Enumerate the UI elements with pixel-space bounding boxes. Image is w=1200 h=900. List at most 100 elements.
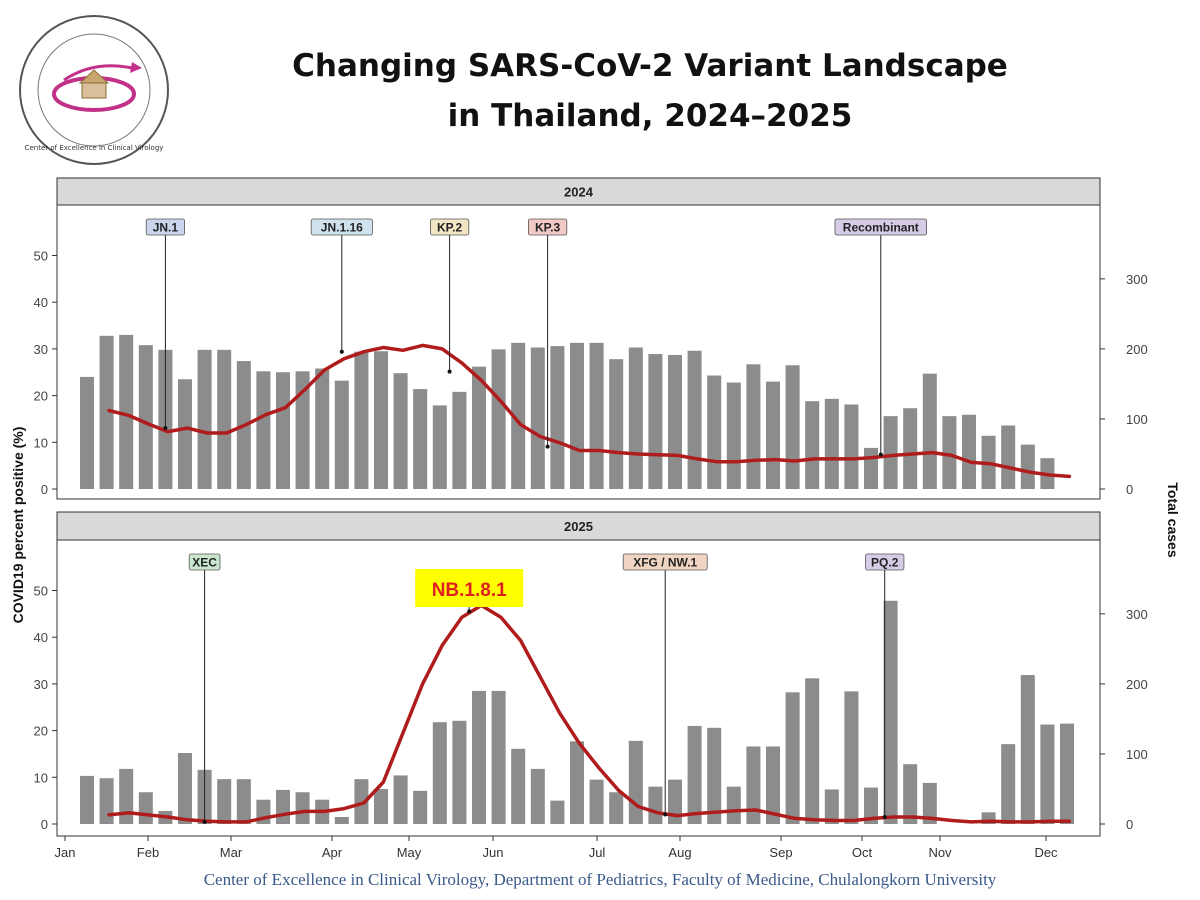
virology-center-seal-icon: Center of Excellence in Clinical Virolog… [19,15,169,165]
bar [511,342,526,489]
bar [80,376,94,489]
y-tick-label: 10 [34,770,48,785]
bar [570,741,584,824]
annotation-point [467,609,472,614]
bar [726,382,741,489]
x-tick-label: Jul [589,845,606,860]
panel-strip-label: 2025 [564,519,593,534]
bar [570,342,584,489]
bar [1020,444,1035,489]
bar [119,768,134,824]
bar [648,354,663,489]
y2-tick-label: 200 [1126,342,1148,357]
annotation-label: XEC [192,556,217,570]
bar [707,727,722,824]
bar [295,371,310,489]
footer-credit: Center of Excellence in Clinical Virolog… [203,870,997,889]
annotation-point [878,452,883,457]
bar [589,342,604,489]
annotation-label-box [865,553,905,571]
bar [334,816,349,824]
total-cases-line [107,343,1072,479]
panel-strip [56,177,1101,206]
annotation-point [163,426,168,431]
bar [1001,744,1016,824]
bar [981,812,996,824]
x-tick-label: Jun [483,845,504,860]
bar [119,334,134,489]
annotation-label: JN.1.16 [321,221,363,235]
y-tick-label: 40 [34,295,48,310]
x-tick-label: Dec [1034,845,1058,860]
y2-axis-title: Total cases [1165,482,1181,557]
bar [864,787,878,824]
bar [707,375,722,489]
bar [628,740,643,824]
chart-title-line2: in Thailand, 2024–2025 [447,98,853,134]
annotation-label: KP.3 [535,221,560,235]
annotation-point [882,814,887,819]
bar [491,690,506,824]
annotation-label: JN.1 [153,221,179,235]
bar [726,786,741,824]
panel-strip [56,511,1101,541]
bar [883,600,898,824]
chart-title-line1: Changing SARS-CoV-2 Variant Landscape [292,48,1008,84]
x-tick-label: Sep [769,845,792,860]
bar [393,373,408,489]
annotation-label-box [622,553,708,571]
bar [746,364,761,489]
bar [844,691,859,824]
bar [80,775,94,824]
y-tick-label: 20 [34,389,48,404]
bar [197,349,212,489]
bar [766,381,780,489]
annotation-label-box [834,218,927,236]
bar [824,789,839,824]
bar [334,380,349,489]
y2-tick-label: 300 [1126,607,1148,622]
bar [648,786,663,824]
x-tick-label: Mar [220,845,243,860]
y-tick-label: 0 [41,482,48,497]
annotation-point [447,369,452,374]
bar [628,347,643,489]
bar [903,764,918,824]
logo-text: Center of Excellence in Clinical Virolog… [25,144,164,152]
annotation-label: KP.2 [437,221,462,235]
bar [805,678,820,824]
bar [178,379,192,489]
annotation-label-box [188,553,221,571]
bar [550,800,565,824]
annotation-label: NB.1.8.1 [432,580,507,601]
y2-tick-label: 100 [1126,747,1148,762]
y2-tick-label: 0 [1126,482,1133,497]
panel-strip-label: 2024 [564,185,594,200]
bar [491,349,506,489]
x-tick-label: Apr [322,845,343,860]
bar [1020,675,1035,824]
bar [962,414,976,489]
annotation-label: PQ.2 [871,556,899,570]
bar [785,692,800,824]
bar [511,748,526,824]
bar [1040,724,1055,824]
bar [452,720,467,824]
bar [824,398,839,489]
y2-tick-label: 200 [1126,677,1148,692]
bar [687,350,702,489]
bar [295,792,310,824]
y-tick-label: 50 [34,249,48,264]
bar [785,365,800,489]
y2-tick-label: 300 [1126,272,1148,287]
bar [687,725,702,824]
bar [276,789,290,824]
annotation-label: XFG / NW.1 [633,556,697,570]
annotation-label-box [145,218,185,236]
y-tick-label: 0 [41,817,48,832]
bar [609,792,624,824]
annotation-point [339,349,344,354]
x-tick-label: Aug [668,845,691,860]
bar [668,354,682,489]
